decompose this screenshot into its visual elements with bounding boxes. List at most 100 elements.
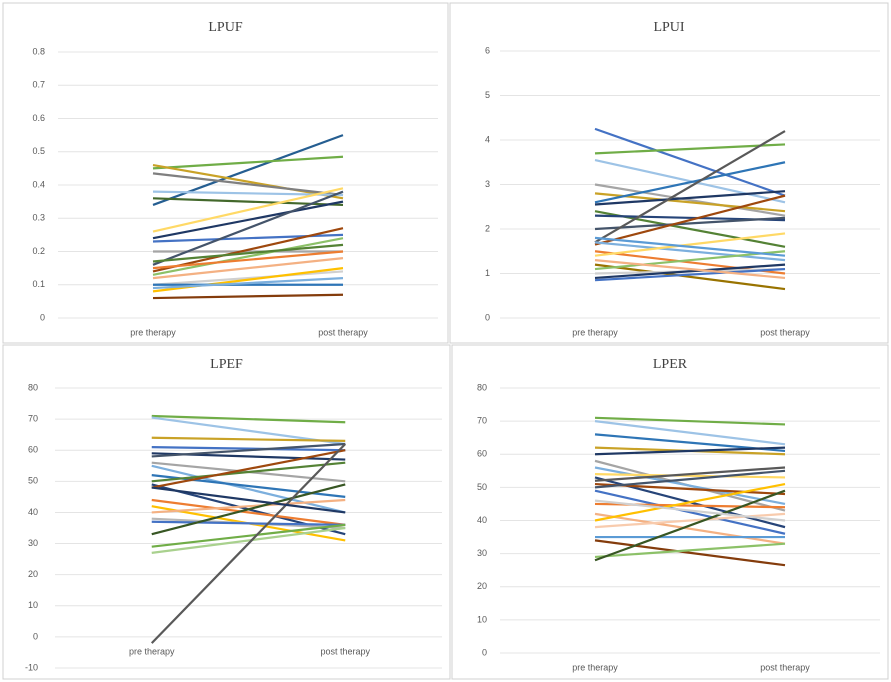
series-line — [152, 227, 344, 273]
series-line — [151, 526, 346, 554]
y-tick-label: 0.4 — [32, 179, 45, 189]
chart-title: LPUI — [653, 20, 684, 35]
series-line — [152, 243, 344, 263]
series-line — [152, 172, 344, 197]
series-line — [151, 442, 346, 458]
y-tick-label: -10 — [25, 662, 38, 672]
series-line — [151, 498, 346, 514]
series-line — [594, 416, 786, 426]
y-tick-label: 50 — [477, 482, 487, 492]
panel-border — [451, 344, 889, 680]
y-tick-label: 50 — [28, 476, 38, 486]
chart-title: LPEF — [210, 357, 243, 372]
series-line — [151, 461, 346, 483]
x-tick-label: pre therapy — [130, 327, 176, 337]
y-tick-label: 0.2 — [32, 246, 45, 256]
series-line — [594, 259, 786, 280]
x-tick-label: post therapy — [760, 327, 810, 337]
series-line — [151, 464, 346, 514]
y-tick-label: 20 — [477, 581, 487, 591]
y-tick-label: 1 — [485, 268, 490, 278]
series-line — [594, 482, 786, 522]
panel-border — [2, 2, 449, 344]
y-tick-label: 5 — [485, 90, 490, 100]
series-line — [152, 250, 344, 270]
panel: LPEF -10 0 10 20 30 40 50 60 70 80 pre therapy post … — [2, 344, 451, 680]
series-line — [594, 489, 786, 535]
y-tick-label: 20 — [28, 569, 38, 579]
series-line — [594, 161, 786, 204]
series-line — [594, 183, 786, 217]
series-line — [150, 443, 347, 644]
series-line — [594, 446, 786, 456]
series-line — [151, 449, 346, 489]
series-line — [152, 200, 344, 240]
series-line — [151, 520, 346, 526]
series-line — [594, 143, 786, 155]
x-tick-label: pre therapy — [572, 662, 618, 672]
series-line — [152, 267, 344, 293]
series-line — [152, 134, 344, 206]
x-tick-label: pre therapy — [572, 327, 618, 337]
series-line — [152, 257, 344, 280]
panel: LPUI 0 1 2 3 4 5 6 pre therapy post therapy — [449, 2, 889, 344]
series-line — [594, 482, 786, 496]
series-line — [152, 293, 344, 300]
series-line — [152, 155, 344, 170]
y-tick-label: 80 — [28, 382, 38, 392]
series-line — [152, 237, 344, 276]
series-line — [594, 263, 786, 291]
series-line — [594, 420, 786, 446]
series-line — [151, 436, 346, 442]
series-line — [594, 263, 786, 280]
y-tick-label: 70 — [477, 416, 487, 426]
series-line — [151, 486, 346, 514]
series-line — [152, 190, 344, 266]
chart-title: LPER — [653, 357, 688, 372]
x-tick-label: post therapy — [318, 327, 368, 337]
x-tick-label: post therapy — [320, 646, 370, 656]
y-tick-label: 0 — [485, 312, 490, 322]
y-tick-label: 0.7 — [32, 80, 45, 90]
y-tick-label: 60 — [477, 449, 487, 459]
series-line — [152, 270, 344, 286]
series-line — [594, 216, 786, 231]
y-tick-label: 80 — [477, 382, 487, 392]
series-line — [594, 241, 786, 262]
x-tick-label: pre therapy — [129, 646, 175, 656]
series-line — [151, 446, 346, 452]
series-line — [151, 523, 346, 548]
y-tick-label: 0.8 — [32, 46, 45, 56]
y-tick-label: 60 — [28, 445, 38, 455]
series-line — [151, 483, 346, 536]
series-line — [594, 542, 786, 559]
series-line — [594, 489, 786, 562]
series-line — [594, 267, 786, 282]
panel: LPER 0 10 20 30 40 50 60 70 80 pre therapy post the… — [451, 344, 889, 680]
series-line — [152, 163, 344, 200]
y-tick-label: 0.6 — [32, 113, 45, 123]
y-tick-label: 6 — [485, 45, 490, 55]
series-line — [594, 127, 786, 197]
series-line — [151, 414, 346, 424]
series-line — [594, 466, 786, 482]
y-tick-label: 40 — [477, 515, 487, 525]
y-tick-label: 30 — [28, 538, 38, 548]
series-line — [594, 194, 786, 246]
y-tick-label: 0.5 — [32, 146, 45, 156]
y-tick-label: 2 — [485, 223, 490, 233]
y-tick-label: 30 — [477, 548, 487, 558]
y-tick-label: 0.1 — [32, 279, 45, 289]
series-line — [594, 473, 786, 479]
y-tick-label: 4 — [485, 134, 490, 144]
series-line — [594, 130, 786, 244]
y-tick-label: 40 — [28, 507, 38, 517]
series-line — [594, 466, 786, 506]
series-line — [152, 277, 344, 290]
x-tick-label: post therapy — [760, 662, 810, 672]
series-line — [594, 512, 786, 545]
y-tick-label: 0 — [40, 312, 45, 322]
y-tick-label: 0 — [482, 647, 487, 657]
y-tick-label: 70 — [28, 413, 38, 423]
